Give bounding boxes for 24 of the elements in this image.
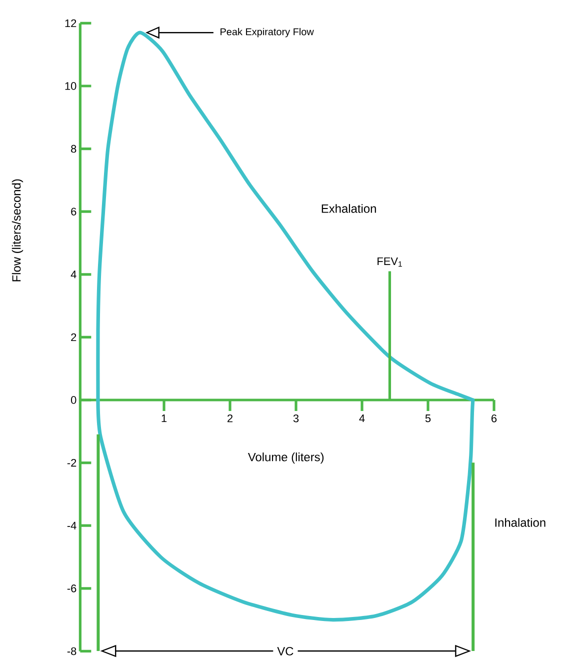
y-tick-label: -6 bbox=[67, 584, 76, 592]
ref-line-label: FEV$_{1}$ bbox=[378, 257, 402, 267]
x-tick-label: 3 bbox=[293, 414, 299, 422]
y-tick-label: 8 bbox=[71, 144, 76, 153]
y-tick-label: -4 bbox=[67, 522, 76, 530]
y-tick-label: -8 bbox=[67, 647, 76, 656]
text: Inhalation bbox=[495, 518, 546, 527]
x-axis-title: Volume (liters) bbox=[248, 452, 324, 464]
y-tick-label: 12 bbox=[65, 19, 76, 28]
y-tick-label: 10 bbox=[65, 82, 76, 90]
x-tick-label: 5 bbox=[425, 414, 431, 422]
y-axis-title: Flow (liters/second) bbox=[12, 179, 24, 282]
annotation: VC bbox=[277, 646, 294, 656]
x-tick-label: 4 bbox=[359, 414, 365, 422]
x-tick-label: 6 bbox=[492, 414, 497, 422]
y-tick-label: -2 bbox=[67, 458, 76, 467]
y-tick-label: 6 bbox=[71, 208, 76, 216]
annotation: Peak Expiratory Flow bbox=[220, 28, 314, 38]
y-tick-label: 2 bbox=[71, 333, 76, 342]
y-tick-label: 0 bbox=[70, 396, 76, 404]
x-tick-label: 1 bbox=[162, 414, 167, 422]
annotation: Exhalation bbox=[322, 204, 376, 213]
x-tick-label: 2 bbox=[228, 414, 233, 422]
y-tick-label: 4 bbox=[70, 270, 76, 278]
